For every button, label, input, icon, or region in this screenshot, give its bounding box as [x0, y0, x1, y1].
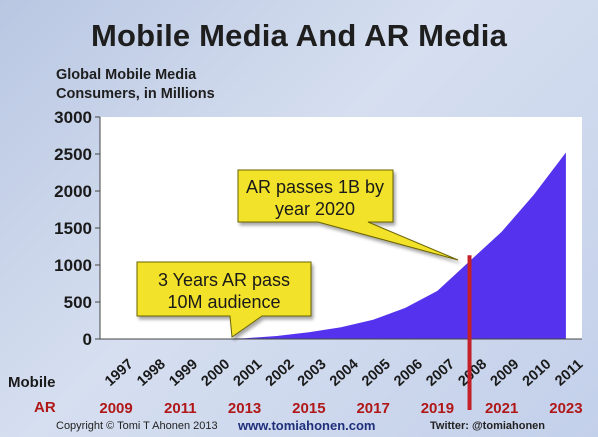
x-tick-label: 2002	[263, 356, 298, 389]
footer-twitter: Twitter: @tomiahonen	[430, 420, 546, 432]
ar-year-label: 2009	[99, 400, 132, 417]
ar-year-label: 2011	[164, 400, 197, 417]
subtitle-line-2: Consumers, in Millions	[56, 86, 215, 102]
x-tick-label: 2009	[488, 356, 523, 389]
subtitle-line-1: Global Mobile Media	[56, 67, 197, 83]
x-axis: 1997200919981999201120002001201320022003…	[99, 338, 586, 417]
y-tick-label: 3000	[54, 108, 92, 127]
x-tick-label: 1997	[102, 356, 137, 389]
x-tick-label: 2010	[520, 356, 555, 389]
callout-ar-1b-line-2: year 2020	[275, 199, 355, 219]
y-tick-label: 2500	[54, 145, 92, 164]
x-tick-label: 2011	[552, 357, 586, 390]
callout-ar-10m-shape	[136, 261, 312, 338]
mobile-media-area	[116, 152, 566, 339]
y-tick-label: 1500	[54, 219, 92, 238]
x-tick-label: 2008	[456, 356, 491, 389]
ar-year-label: 2013	[228, 400, 261, 417]
ar-year-label: 2015	[292, 400, 325, 417]
y-tick-label: 2000	[54, 182, 92, 201]
callout-ar-1b: AR passes 1B by year 2020	[237, 169, 459, 261]
x-tick-label: 2001	[231, 356, 266, 389]
ar-year-label: 2021	[485, 400, 518, 417]
x-tick-label: 2000	[198, 356, 233, 389]
callout-ar-10m-line-1: 3 Years AR pass	[158, 270, 290, 290]
mobile-row-label: Mobile	[8, 374, 56, 391]
y-tick-label: 1000	[54, 256, 92, 275]
footer-site-link[interactable]: www.tomiahonen.com	[238, 418, 376, 433]
chart-subtitle: Global Mobile Media Consumers, in Millio…	[56, 66, 296, 104]
y-tick-label: 500	[64, 293, 92, 312]
footer-copyright: Copyright © Tomi T Ahonen 2013	[56, 420, 218, 432]
x-tick-label: 2007	[423, 356, 458, 389]
ar-row-label: AR	[34, 399, 56, 416]
callout-ar-1b-line-1: AR passes 1B by	[246, 177, 384, 197]
callout-ar-10m: 3 Years AR pass 10M audience	[136, 261, 312, 338]
x-tick-label: 2006	[391, 356, 426, 389]
chart-title: Mobile Media And AR Media	[90, 18, 508, 53]
ar-year-label: 2023	[549, 400, 582, 417]
x-tick-label: 2003	[295, 356, 330, 389]
callout-ar-1b-shape	[237, 169, 459, 261]
y-axis: 0 500 1000 1500 2000 2500 3000	[54, 108, 101, 349]
x-tick-label: 1998	[134, 356, 169, 389]
callout-ar-10m-line-2: 10M audience	[167, 292, 280, 312]
x-tick-label: 1999	[166, 356, 201, 389]
y-tick-label: 0	[83, 330, 92, 349]
ar-year-label: 2019	[421, 400, 454, 417]
x-tick-label: 2004	[327, 356, 362, 389]
ar-year-label: 2017	[356, 400, 389, 417]
x-tick-label: 2005	[359, 356, 394, 389]
